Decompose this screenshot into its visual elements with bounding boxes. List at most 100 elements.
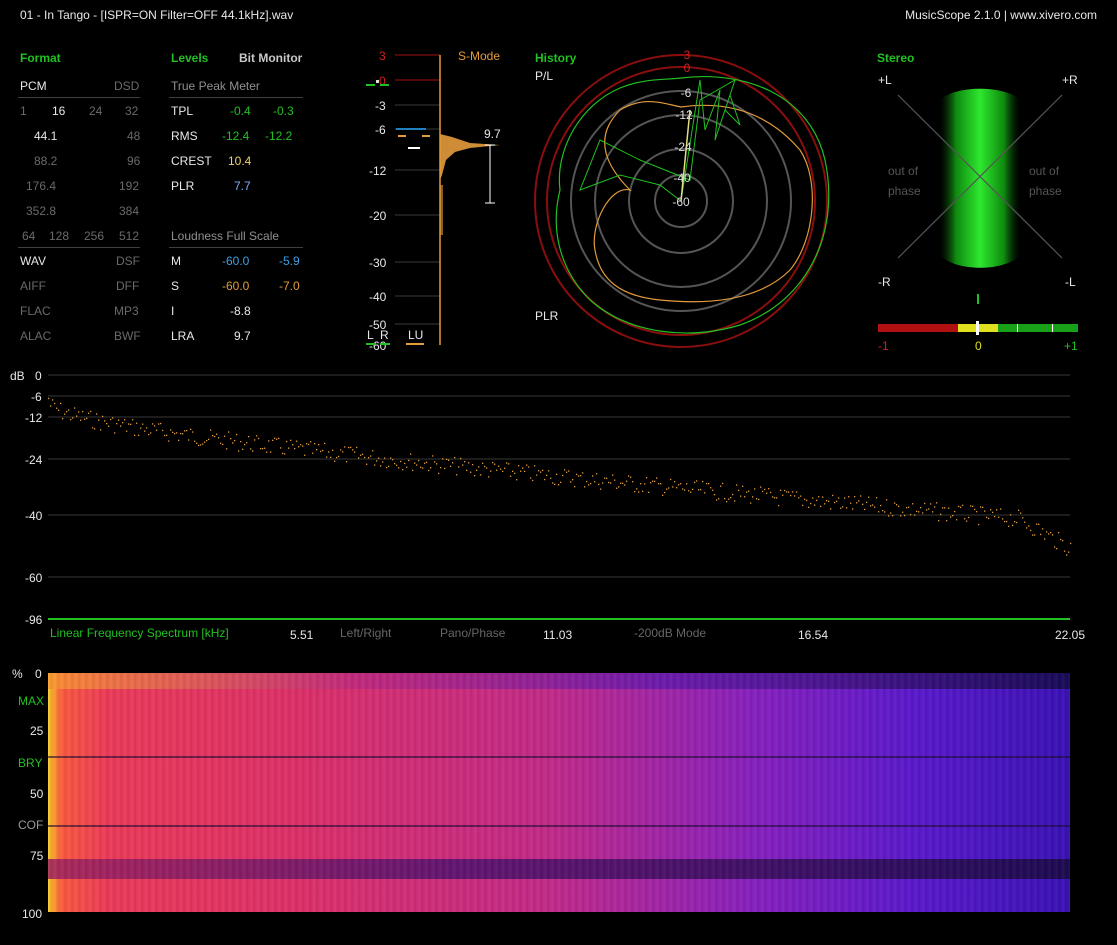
spectrum-dot: [154, 425, 156, 427]
spectrum-dot: [136, 422, 138, 424]
spectrum-dot: [198, 444, 200, 447]
spectrum-dot: [316, 449, 318, 451]
spectrum-dot: [840, 507, 842, 509]
spectrum-dot: [434, 461, 436, 463]
spectrum-dot: [444, 467, 446, 470]
spectrum-dot: [54, 402, 56, 405]
spectrum-dot: [346, 461, 348, 463]
meter-label-lu: LU: [408, 328, 424, 342]
spectrum-dot: [532, 479, 534, 482]
smode-toggle[interactable]: S-Mode: [458, 49, 501, 63]
spectrum-dot: [704, 492, 706, 494]
spectrum-dot: [786, 491, 788, 493]
spectrum-dot: [774, 497, 776, 499]
spectrum-dot: [424, 462, 426, 464]
spectrum-dot: [174, 433, 176, 435]
spectrum-dot: [214, 435, 216, 438]
spectrum-dot: [604, 477, 606, 479]
mode-pano-phase[interactable]: Pano/Phase: [440, 626, 506, 640]
spectrum-dot: [670, 478, 672, 481]
spectrum-dot: [374, 464, 376, 466]
spectrum-dot: [966, 520, 968, 522]
db-tick-0: 0: [35, 369, 42, 383]
spectrum-dot: [340, 449, 342, 451]
spectrum-dot: [752, 496, 754, 498]
spectrum-dot: [276, 438, 278, 440]
container-flac: FLAC: [20, 304, 51, 318]
spectrum-dot: [338, 455, 340, 458]
bit-16: 16: [52, 104, 66, 118]
spectrum-dot: [408, 459, 410, 462]
spectrum-dot: [732, 493, 734, 496]
spectrum-dot: [58, 409, 60, 411]
spectrum-dot: [850, 502, 852, 504]
spectrum-dot: [332, 449, 334, 451]
spectrum-dot: [144, 430, 146, 432]
spectrum-dot: [270, 451, 272, 453]
spectrum-dot: [72, 417, 74, 419]
m-label: M: [171, 254, 181, 268]
spectrum-dot: [654, 480, 656, 482]
spectrum-dot: [1040, 533, 1042, 536]
spectrum-dot: [788, 491, 790, 493]
spectrum-dot: [384, 457, 386, 459]
spectrum-dot: [814, 504, 816, 506]
spectrum-dot: [514, 472, 516, 474]
spectrum-dot: [1034, 534, 1036, 536]
spectrum-dot: [452, 462, 454, 464]
meter-tick-m20: -20: [369, 209, 387, 223]
plr-value: 7.7: [234, 179, 251, 193]
spectrum-dot: [1058, 532, 1060, 534]
spectrum-dot: [594, 481, 596, 483]
spectrum-dot: [150, 432, 152, 434]
mode-200db[interactable]: -200dB Mode: [634, 626, 707, 640]
spectrum-dot: [820, 505, 822, 508]
spectrum-dot: [986, 516, 988, 519]
spectrum-dot: [882, 510, 884, 512]
spectrum-dot: [738, 489, 740, 492]
spectrum-dot: [414, 462, 416, 464]
mode-left-right[interactable]: Left/Right: [340, 626, 392, 640]
spectrum-dot: [1062, 540, 1064, 542]
loudness-title: Loudness Full Scale: [171, 229, 280, 243]
spectrum-dot: [66, 411, 68, 413]
spectrum-dot: [394, 463, 396, 465]
spectrum-dot: [1014, 521, 1016, 523]
spectrum-dot: [484, 465, 486, 468]
spectrum-dot: [268, 440, 270, 442]
db-tick-40: -40: [25, 509, 43, 523]
spectrum-dot: [302, 445, 304, 447]
spectrum-dot: [686, 483, 688, 485]
spectrum-dot: [632, 481, 634, 483]
spectrum-dot: [280, 447, 282, 449]
spectrum-dot: [678, 484, 680, 486]
spectrum-dot: [496, 469, 498, 471]
spectrum-dot: [74, 407, 76, 409]
spectrum-dot: [222, 443, 224, 446]
spectrum-dot: [438, 472, 440, 475]
db-tick-6: -6: [31, 390, 42, 404]
spectrum-dot: [146, 427, 148, 429]
bit-monitor-tab[interactable]: Bit Monitor: [239, 51, 303, 65]
spectrum-dot: [322, 449, 324, 452]
spectrum-dot: [748, 490, 750, 492]
spectrum-dot: [466, 469, 468, 471]
db-tick-12: -12: [25, 411, 43, 425]
spectrum-dot: [578, 475, 580, 477]
spectrum-dot: [442, 458, 444, 460]
spectrum-dot: [764, 488, 766, 491]
spectrum-dot: [186, 430, 188, 432]
spectrum-dot: [48, 397, 50, 400]
spectrum-dot: [208, 438, 210, 440]
spectrum-dot: [754, 488, 756, 490]
true-peak-title: True Peak Meter: [171, 79, 260, 93]
spectrum-dot: [780, 489, 782, 491]
s-left: -60.0: [222, 279, 250, 293]
spectrum-dot: [526, 464, 528, 466]
spectrum-dot: [304, 454, 306, 456]
spectrum-dot: [968, 516, 970, 519]
spectrum-dot: [92, 427, 94, 429]
spectrum-dot: [904, 514, 906, 517]
spectrum-dot: [980, 506, 982, 508]
